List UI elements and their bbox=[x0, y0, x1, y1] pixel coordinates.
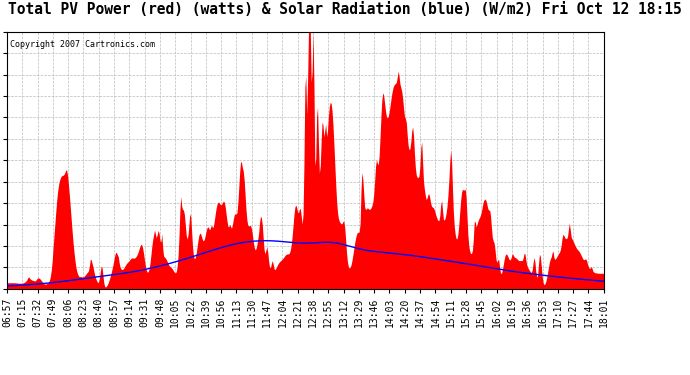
Text: Total PV Power (red) (watts) & Solar Radiation (blue) (W/m2) Fri Oct 12 18:15: Total PV Power (red) (watts) & Solar Rad… bbox=[8, 2, 682, 17]
Text: Copyright 2007 Cartronics.com: Copyright 2007 Cartronics.com bbox=[10, 40, 155, 49]
